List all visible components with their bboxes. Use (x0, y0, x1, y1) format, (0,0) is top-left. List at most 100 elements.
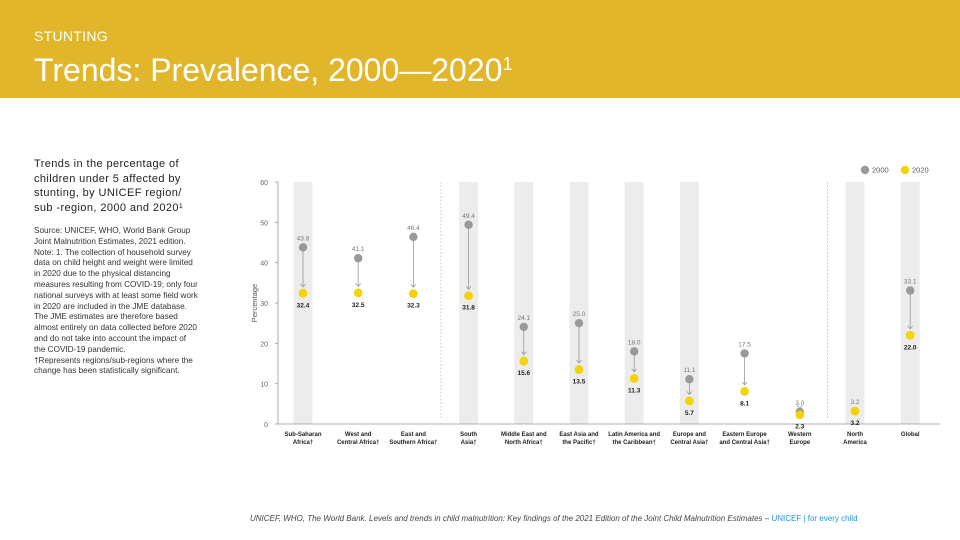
category-band (293, 182, 313, 424)
section-kicker: STUNTING (34, 28, 108, 44)
dot-2020 (905, 330, 915, 340)
dot-2020 (574, 365, 584, 374)
change-arrow-head (907, 325, 914, 330)
category-label-line1: East and (401, 432, 426, 438)
chart-description: Trends in the percentage of children und… (34, 158, 184, 214)
dot-2000 (519, 322, 528, 331)
value-label-2000: 25.0 (573, 311, 586, 318)
value-label-2020: 3.2 (850, 420, 859, 427)
category-label-line2: and Central Asia† (719, 440, 769, 446)
value-label-2000: 18.0 (628, 339, 641, 346)
change-arrow-head (576, 359, 582, 364)
category-band (459, 182, 479, 424)
category-label-line1: North (847, 432, 863, 438)
change-arrow-head (741, 381, 748, 386)
title-footnote-marker: 1 (502, 54, 513, 74)
legend-label-2020: 2020 (912, 166, 929, 175)
dot-2000 (906, 286, 915, 295)
y-tick-label: 0 (264, 422, 268, 429)
source-notes: Source: UNICEF, WHO, World Bank Group Jo… (34, 226, 199, 377)
category-band (679, 182, 699, 424)
value-label-2000: 11.1 (683, 367, 696, 374)
category-label-line2: Central Asia† (670, 440, 708, 446)
value-label-2020: 11.3 (628, 387, 641, 394)
category-label-line2: North Africa† (505, 440, 543, 446)
change-arrow-head (686, 391, 693, 396)
legend-dot-2020 (900, 165, 910, 175)
dot-2020 (795, 410, 805, 420)
citation-text: UNICEF, WHO, The World Bank. Levels and … (250, 514, 772, 523)
value-label-2020: 32.5 (352, 302, 365, 309)
change-arrow-head (631, 368, 638, 373)
change-arrow-head (465, 285, 472, 290)
value-label-2020: 31.8 (462, 305, 475, 312)
category-label-line1: Sub-Saharan (284, 432, 321, 438)
category-label-line2: Central Africa† (337, 440, 379, 446)
category-label-line1: Eastern Europe (722, 432, 767, 438)
value-label-2020: 5.7 (685, 410, 694, 417)
category-label-line2: the Caribbean† (613, 440, 656, 446)
header-banner: STUNTING Trends: Prevalence, 2000—20201 (0, 0, 960, 98)
dot-2000 (574, 318, 584, 328)
change-arrow-head (300, 283, 306, 288)
y-tick-label: 10 (260, 382, 268, 389)
value-label-2020: 8.1 (740, 400, 749, 407)
unicef-brand[interactable]: UNICEF | for every child (771, 514, 858, 523)
dot-2020 (298, 288, 308, 298)
category-label-line2: Africa† (293, 440, 313, 446)
y-axis-label: Percentage (250, 284, 259, 322)
dot-2000 (409, 232, 418, 242)
legend-label-2000: 2000 (872, 166, 889, 175)
value-label-2020: 13.5 (573, 379, 586, 386)
category-label-line1: South (460, 432, 477, 438)
y-tick-label: 40 (260, 261, 268, 268)
value-label-2000: 49.4 (462, 213, 475, 220)
dot-plot-svg: 0 10 20 30 40 50 60 Percentage 2000 2020 43.8 32.4 S… (250, 165, 940, 446)
footer-citation: UNICEF, WHO, The World Bank. Levels and … (250, 514, 858, 523)
dot-2020 (629, 374, 639, 383)
change-arrow-head (410, 283, 417, 288)
value-label-2000: 46.4 (407, 225, 420, 232)
dot-2000 (354, 254, 363, 263)
category-label-line2: the Pacific† (562, 440, 595, 446)
value-label-2020: 32.3 (407, 303, 420, 310)
significance-note: †Represents regions/sub-regions where th… (34, 355, 193, 376)
category-band (845, 182, 865, 424)
dot-2020 (519, 356, 529, 366)
dot-2000 (630, 347, 639, 356)
value-label-2000: 33.1 (904, 278, 917, 285)
dot-2000 (685, 375, 694, 384)
value-label-2000: 3.2 (850, 399, 859, 406)
dot-2020 (353, 288, 363, 298)
value-label-2000: 24.1 (517, 315, 530, 322)
page-title-text: Trends: Prevalence, 2000—2020 (34, 52, 503, 88)
category-label-line1: Latin America and (608, 432, 660, 438)
change-arrow-head (520, 351, 527, 356)
category-label-line1: Western (788, 432, 812, 438)
value-label-2020: 32.4 (297, 302, 310, 309)
category-label-line2: Southern Africa† (389, 440, 437, 446)
value-label-2000: 17.5 (738, 341, 751, 348)
stunting-chart: 0 10 20 30 40 50 60 Percentage 2000 2020 43.8 32.4 S… (240, 150, 945, 457)
category-label-line2: Asia† (461, 440, 477, 446)
change-arrow-head (355, 283, 362, 288)
dot-2020 (409, 289, 418, 299)
category-band (624, 182, 644, 424)
y-tick-label: 30 (260, 301, 268, 308)
dot-2000 (740, 349, 749, 358)
value-label-2020: 2.3 (795, 424, 804, 431)
y-tick-label: 50 (260, 220, 268, 227)
category-label-line1: Europe and (673, 432, 706, 438)
value-label-2000: 43.8 (297, 235, 310, 242)
value-label-2020: 15.6 (517, 370, 530, 377)
category-label-line2: America (843, 440, 867, 446)
legend-dot-2000 (860, 165, 870, 175)
category-label-line1: West and (345, 432, 372, 438)
y-tick-label: 60 (260, 180, 268, 187)
page-title: Trends: Prevalence, 2000—20201 (34, 52, 512, 89)
category-band (514, 182, 534, 424)
value-label-2000: 41.1 (352, 246, 365, 253)
dot-2000 (298, 243, 308, 252)
dot-2020 (464, 291, 473, 301)
dot-2020 (850, 406, 860, 416)
